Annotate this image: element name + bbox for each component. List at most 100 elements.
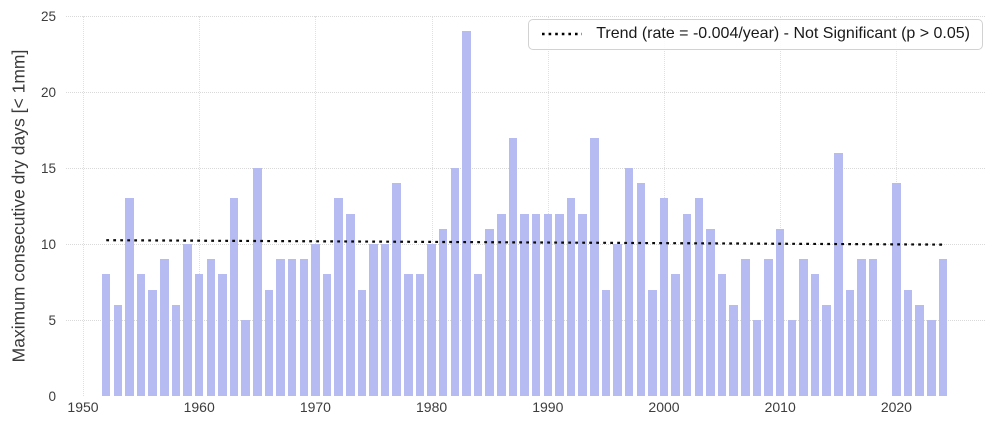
x-tick-2000: 2000 — [648, 399, 680, 415]
bar-1964 — [241, 320, 250, 396]
bar-2014 — [822, 304, 831, 396]
bar-1954 — [125, 198, 134, 396]
x-tick-1960: 1960 — [183, 399, 215, 415]
bar-2023 — [927, 320, 936, 396]
v-gridline-1970 — [315, 16, 317, 396]
v-gridline-1960 — [199, 16, 201, 396]
y-tick-0: 0 — [48, 388, 56, 404]
bar-1967 — [276, 259, 285, 396]
x-tick-1970: 1970 — [299, 399, 331, 415]
bar-1998 — [636, 183, 645, 396]
bar-1985 — [485, 228, 494, 396]
bar-2000 — [659, 198, 669, 396]
bar-1969 — [299, 259, 309, 396]
y-tick-20: 20 — [40, 84, 56, 100]
bar-1995 — [601, 289, 611, 396]
bar-1972 — [334, 198, 343, 396]
bar-1978 — [404, 274, 413, 396]
bar-1960 — [194, 274, 204, 396]
bar-2024 — [938, 259, 948, 396]
plot-area — [66, 16, 985, 396]
bar-1956 — [148, 289, 157, 396]
bar-2001 — [671, 274, 680, 396]
x-tick-1950: 1950 — [67, 399, 99, 415]
bar-1957 — [160, 259, 169, 396]
bar-1984 — [473, 274, 483, 396]
x-tick-1980: 1980 — [416, 399, 448, 415]
bar-1966 — [264, 289, 274, 396]
bar-1962 — [218, 274, 227, 396]
bar-2009 — [764, 259, 773, 396]
y-tick-10: 10 — [40, 236, 56, 252]
bar-1994 — [590, 137, 599, 396]
bar-1996 — [613, 244, 622, 396]
h-gridline-15 — [66, 168, 985, 169]
bar-1987 — [508, 137, 518, 396]
bar-1983 — [462, 31, 471, 396]
bar-1988 — [520, 213, 529, 396]
bar-2007 — [741, 259, 750, 396]
x-tick-2010: 2010 — [764, 399, 796, 415]
bar-1959 — [183, 244, 192, 396]
bar-1963 — [229, 198, 239, 396]
bar-2002 — [682, 213, 692, 396]
bar-2004 — [706, 228, 715, 396]
bar-1992 — [566, 198, 576, 396]
bar-1997 — [624, 168, 634, 396]
bar-1979 — [415, 274, 425, 396]
bar-1973 — [346, 213, 355, 396]
legend-label: Trend (rate = -0.004/year) - Not Signifi… — [596, 25, 970, 42]
bar-1982 — [450, 168, 460, 396]
bar-2011 — [787, 320, 797, 396]
bar-2005 — [717, 274, 727, 396]
h-gridline-25 — [66, 16, 985, 17]
y-tick-5: 5 — [48, 312, 56, 328]
bar-1974 — [357, 289, 367, 396]
v-gridline-1990 — [547, 16, 549, 396]
bar-2013 — [810, 274, 820, 396]
x-tick-1990: 1990 — [532, 399, 564, 415]
bar-1980 — [427, 244, 436, 396]
v-gridline-2010 — [780, 16, 782, 396]
bar-1999 — [648, 289, 657, 396]
trend-line-icon — [542, 32, 583, 36]
bar-1981 — [438, 228, 448, 396]
v-gridline-1950 — [83, 16, 84, 396]
bar-1955 — [136, 274, 146, 396]
bar-1958 — [171, 304, 181, 396]
bar-1993 — [578, 213, 587, 396]
y-tick-15: 15 — [40, 160, 56, 176]
h-gridline-20 — [66, 92, 985, 93]
bar-1975 — [369, 244, 378, 396]
bar-2022 — [915, 304, 924, 396]
bar-2015 — [834, 152, 843, 396]
bar-1968 — [287, 259, 297, 396]
bar-2003 — [694, 198, 704, 396]
bar-1991 — [555, 213, 564, 396]
legend: Trend (rate = -0.004/year) - Not Signifi… — [528, 19, 983, 50]
bar-1961 — [206, 259, 216, 396]
bar-2008 — [752, 320, 762, 396]
bar-2021 — [903, 289, 913, 396]
bar-1990 — [543, 213, 553, 396]
bar-1953 — [113, 304, 123, 396]
bar-1970 — [311, 244, 320, 396]
bar-1986 — [497, 213, 506, 396]
bar-1977 — [392, 183, 401, 396]
bar-2017 — [857, 259, 866, 396]
bar-2012 — [799, 259, 808, 396]
bar-2016 — [845, 289, 855, 396]
bar-2020 — [892, 183, 901, 396]
bar-2018 — [868, 259, 878, 396]
trend-line — [106, 239, 943, 246]
bar-1976 — [380, 244, 390, 396]
bar-2006 — [729, 304, 738, 396]
y-tick-25: 25 — [40, 8, 56, 24]
bar-1971 — [322, 274, 332, 396]
x-tick-2020: 2020 — [880, 399, 912, 415]
bar-1965 — [253, 168, 262, 396]
v-gridline-1980 — [431, 16, 433, 396]
bar-2010 — [775, 228, 785, 396]
bar-1989 — [531, 213, 541, 396]
